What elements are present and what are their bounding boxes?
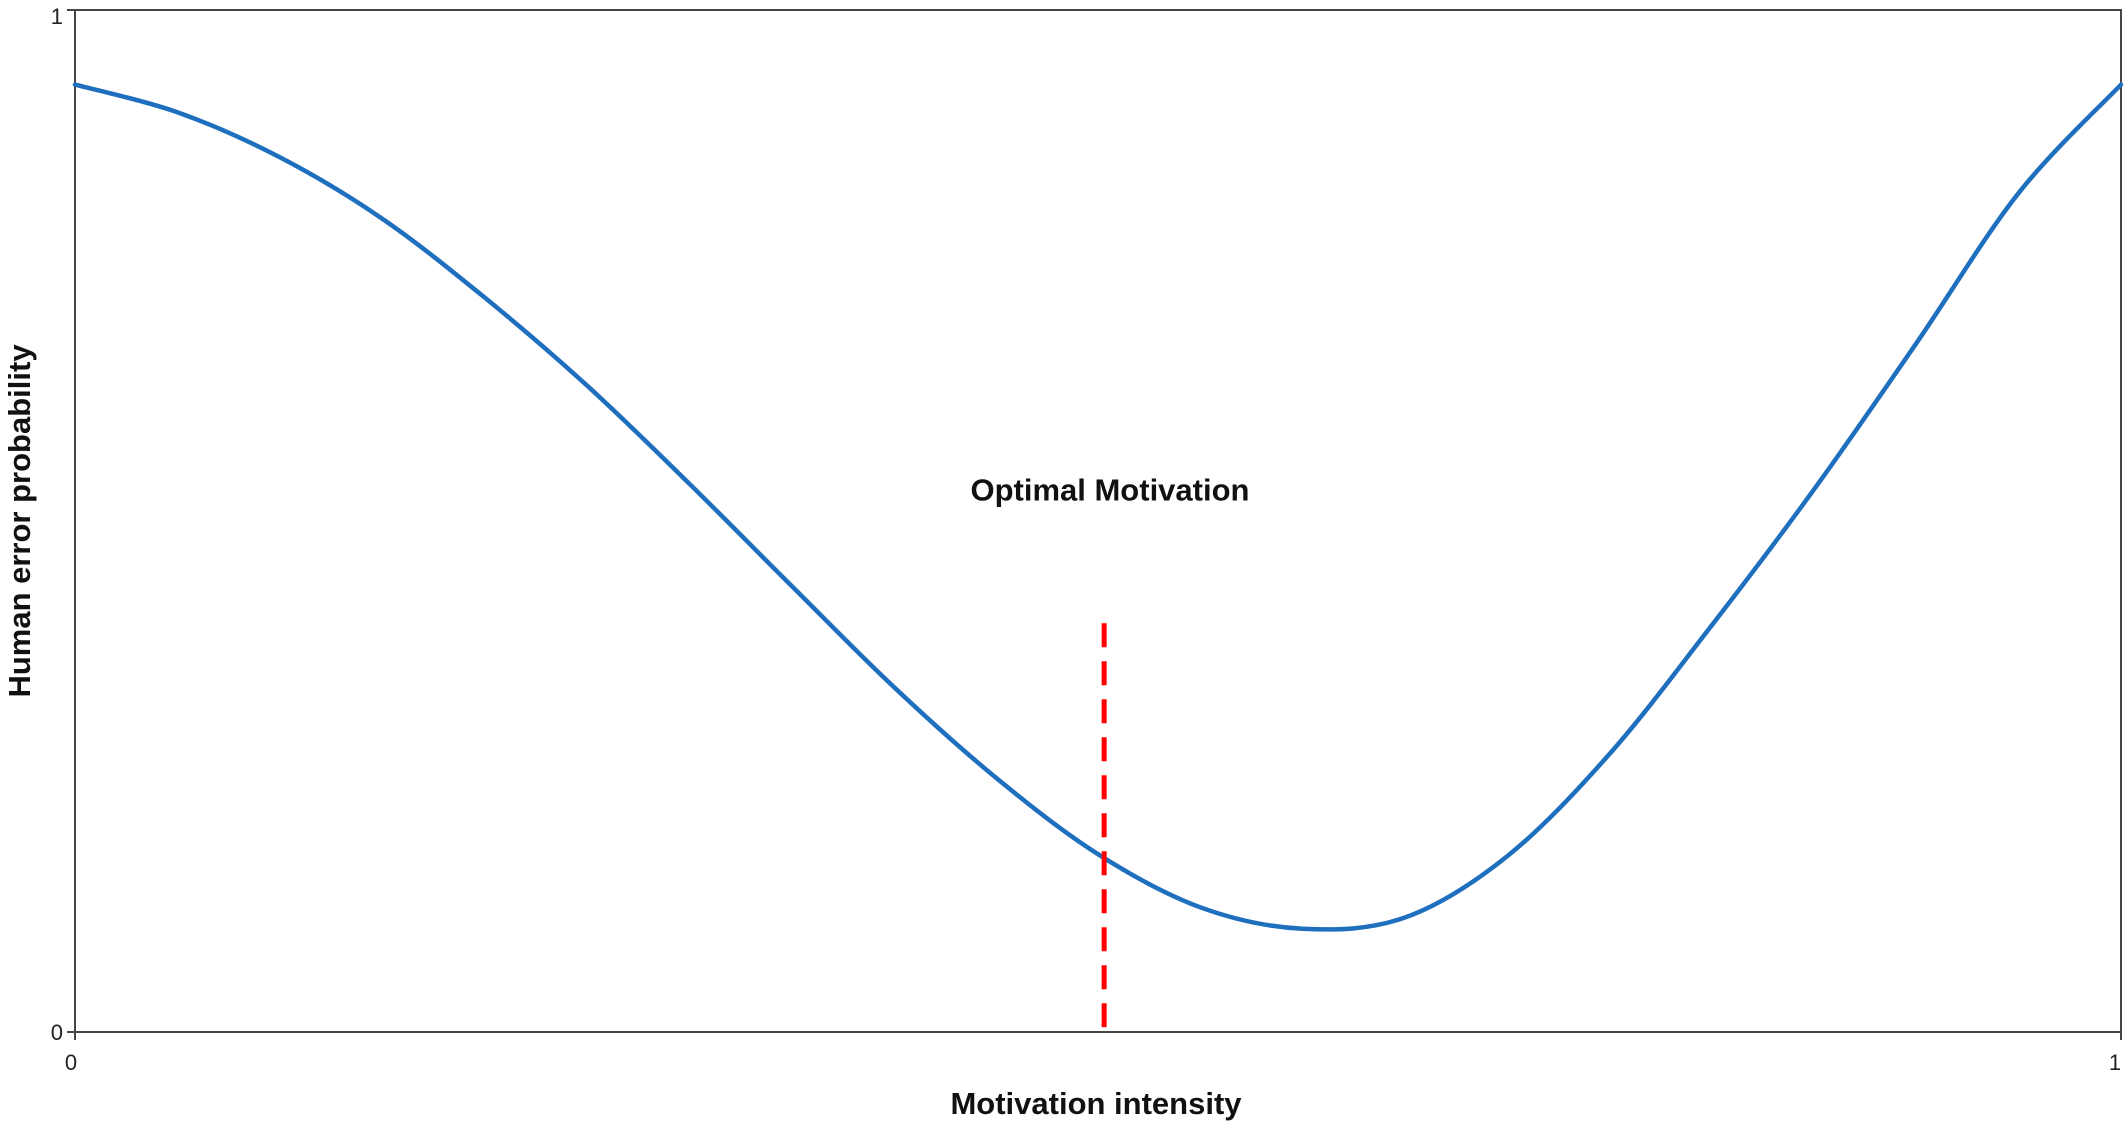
y-tick-label-max: 1 [51,4,63,29]
y-tick-label-min: 0 [51,1020,63,1045]
series-line [72,82,2124,932]
x-tick-label-max: 1 [2109,1050,2121,1075]
plot-frame [74,9,2122,1033]
optimal-motivation-annotation: Optimal Motivation [970,473,1249,508]
y-axis-title: Human error probability [2,344,37,698]
axis-ticks [67,9,2122,1040]
x-axis-title: Motivation intensity [950,1086,1242,1121]
x-tick-label-min: 0 [65,1050,77,1075]
